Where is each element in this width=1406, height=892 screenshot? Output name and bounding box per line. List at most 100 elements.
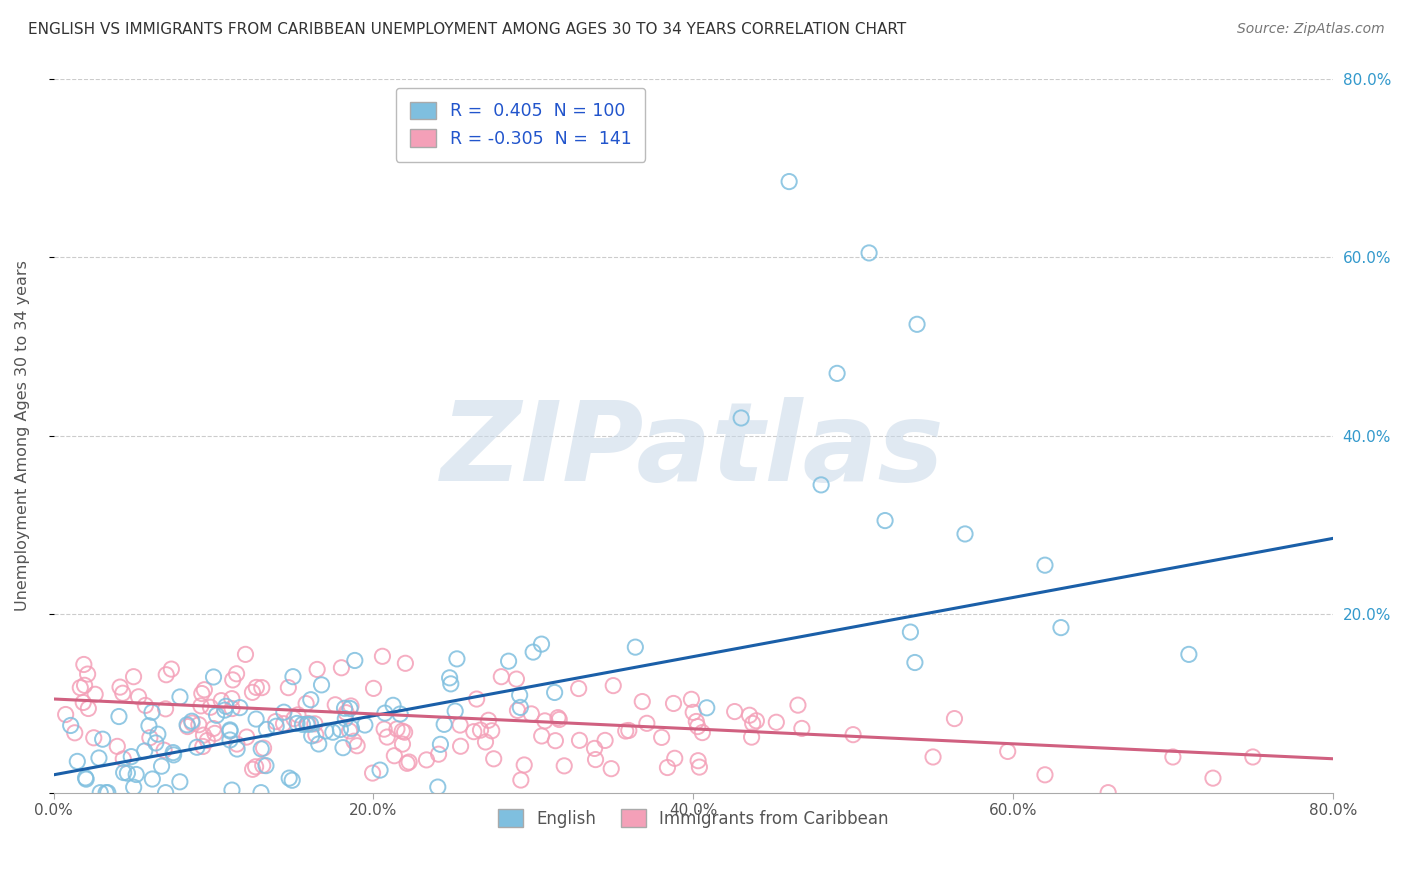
Point: [75, 771, 97, 785]
Point: [343, 653, 366, 667]
Point: [426, 780, 449, 794]
Point: [191, 687, 214, 701]
Point: [335, 706, 357, 720]
Point: [335, 712, 357, 726]
Point: [481, 723, 503, 738]
Point: [997, 744, 1019, 758]
Point: [465, 692, 488, 706]
Point: [520, 706, 543, 721]
Point: [544, 733, 567, 747]
Point: [602, 679, 624, 693]
Point: [543, 685, 565, 699]
Point: [229, 700, 252, 714]
Point: [354, 718, 377, 732]
Point: [482, 752, 505, 766]
Point: [738, 708, 761, 723]
Point: [202, 670, 225, 684]
Point: [311, 678, 333, 692]
Point: [696, 700, 718, 714]
Point: [112, 752, 135, 766]
Point: [343, 734, 366, 748]
Point: [155, 786, 177, 800]
Point: [858, 246, 880, 260]
Point: [250, 681, 273, 695]
Point: [631, 695, 654, 709]
Point: [250, 786, 273, 800]
Point: [662, 697, 685, 711]
Point: [346, 739, 368, 753]
Point: [904, 656, 927, 670]
Point: [505, 672, 527, 686]
Point: [69, 681, 91, 695]
Point: [73, 678, 96, 692]
Point: [450, 739, 472, 754]
Point: [745, 714, 768, 728]
Point: [730, 411, 752, 425]
Point: [87, 751, 110, 765]
Point: [530, 637, 553, 651]
Point: [900, 625, 922, 640]
Point: [382, 698, 405, 713]
Point: [842, 728, 865, 742]
Point: [657, 760, 679, 774]
Point: [685, 714, 707, 729]
Point: [433, 717, 456, 731]
Point: [242, 762, 264, 776]
Point: [277, 681, 299, 695]
Point: [190, 698, 212, 713]
Point: [509, 700, 531, 714]
Point: [117, 766, 139, 780]
Point: [299, 717, 322, 731]
Point: [787, 698, 810, 713]
Point: [195, 733, 218, 747]
Point: [145, 736, 167, 750]
Point: [307, 662, 329, 676]
Point: [193, 682, 215, 697]
Point: [509, 688, 531, 702]
Point: [686, 720, 709, 734]
Point: [688, 760, 710, 774]
Point: [139, 731, 162, 745]
Point: [429, 737, 451, 751]
Point: [134, 744, 156, 758]
Point: [225, 666, 247, 681]
Point: [530, 729, 553, 743]
Point: [724, 705, 747, 719]
Point: [221, 701, 243, 715]
Point: [463, 724, 485, 739]
Text: ENGLISH VS IMMIGRANTS FROM CARIBBEAN UNEMPLOYMENT AMONG AGES 30 TO 34 YEARS CORR: ENGLISH VS IMMIGRANTS FROM CARIBBEAN UNE…: [28, 22, 907, 37]
Point: [204, 726, 226, 740]
Point: [155, 667, 177, 681]
Point: [585, 753, 607, 767]
Point: [391, 737, 413, 751]
Point: [76, 667, 98, 681]
Point: [1178, 648, 1201, 662]
Point: [534, 714, 557, 728]
Point: [141, 772, 163, 786]
Point: [141, 705, 163, 719]
Point: [226, 742, 249, 756]
Point: [226, 737, 249, 751]
Point: [245, 760, 267, 774]
Point: [398, 755, 420, 769]
Point: [368, 763, 391, 777]
Point: [385, 722, 408, 736]
Point: [162, 747, 184, 762]
Text: ZIPatlas: ZIPatlas: [441, 397, 945, 504]
Point: [322, 725, 344, 739]
Point: [297, 716, 319, 731]
Point: [444, 704, 467, 718]
Point: [825, 367, 848, 381]
Point: [1033, 558, 1056, 573]
Point: [134, 698, 156, 713]
Point: [299, 692, 322, 706]
Point: [394, 725, 416, 739]
Point: [105, 739, 128, 754]
Point: [202, 722, 225, 736]
Point: [340, 722, 363, 736]
Point: [374, 706, 396, 720]
Point: [111, 686, 134, 700]
Point: [790, 722, 813, 736]
Point: [120, 749, 142, 764]
Point: [221, 783, 243, 797]
